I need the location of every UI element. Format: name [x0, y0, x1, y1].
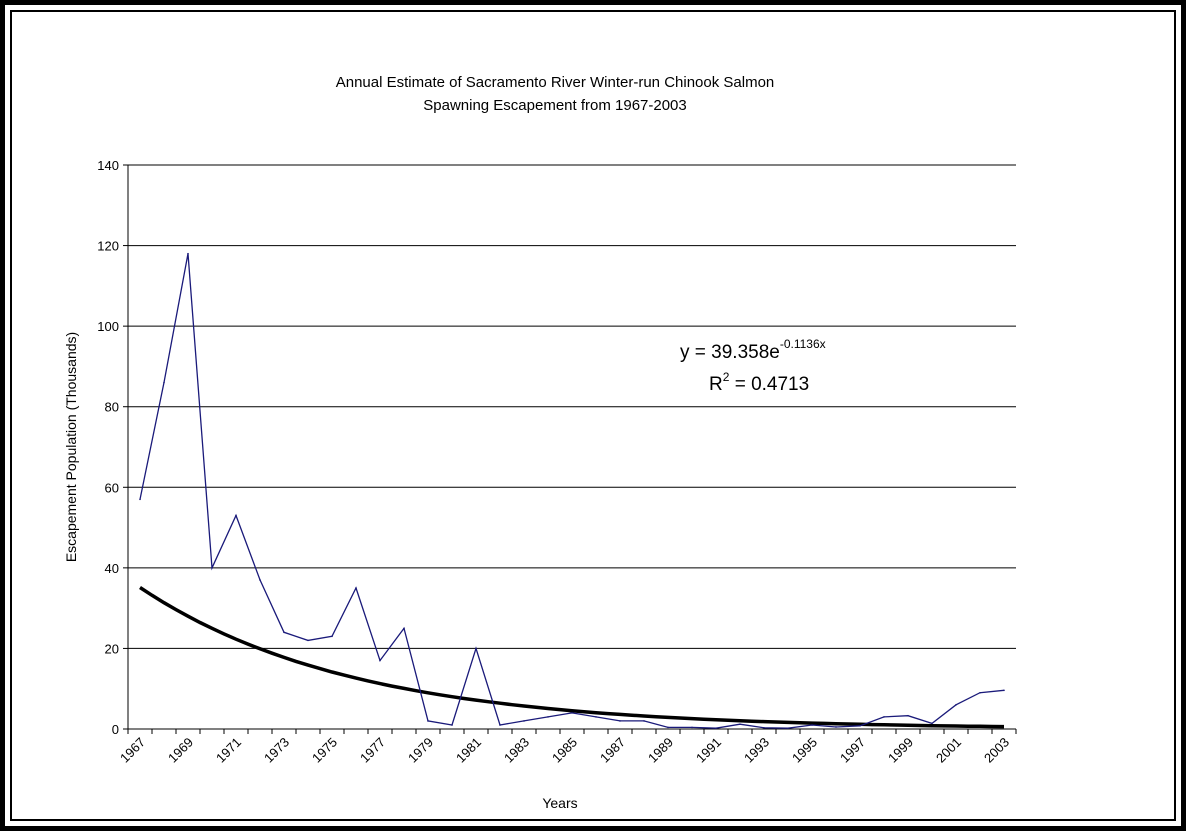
y-tick-label: 80 — [105, 400, 119, 415]
data-point — [163, 381, 165, 384]
y-tick-label: 60 — [105, 480, 119, 495]
data-point — [571, 712, 573, 714]
x-tick-label: 1997 — [837, 735, 868, 766]
data-point — [523, 720, 525, 722]
data-point — [475, 647, 477, 650]
data-point — [499, 724, 501, 726]
x-tick-label: 2003 — [981, 735, 1012, 766]
x-tick-label: 1971 — [213, 735, 244, 766]
data-point — [715, 727, 717, 729]
trendline-equation: y = 39.358e-0.1136x — [680, 337, 826, 363]
data-point — [931, 722, 933, 725]
x-tick-label: 1969 — [165, 735, 196, 766]
data-point — [907, 714, 909, 717]
x-tick-label: 1993 — [741, 735, 772, 766]
y-tick-label: 100 — [97, 319, 119, 334]
data-point — [403, 627, 405, 630]
x-tick-label: 1967 — [117, 735, 148, 766]
data-point — [979, 691, 981, 694]
data-point — [1003, 689, 1005, 692]
data-point — [811, 724, 813, 726]
x-tick-label: 1973 — [261, 735, 292, 766]
data-points — [139, 252, 1005, 729]
x-tick-label: 1977 — [357, 735, 388, 766]
data-point — [859, 724, 861, 727]
data-point — [595, 716, 597, 718]
chart-title-line1: Annual Estimate of Sacramento River Wint… — [336, 74, 775, 91]
x-tick-label: 1999 — [885, 735, 916, 766]
data-point — [955, 704, 957, 706]
data-point — [139, 498, 141, 501]
data-point — [235, 514, 237, 517]
data-point — [187, 252, 189, 255]
data-point — [643, 720, 645, 722]
x-tick-label: 1983 — [501, 735, 532, 766]
inner-frame — [10, 10, 1176, 821]
y-tick-label: 20 — [105, 641, 119, 656]
data-point — [259, 579, 261, 581]
data-point — [307, 639, 309, 642]
x-tick-label: 1989 — [645, 735, 676, 766]
data-point — [331, 635, 333, 638]
x-tick-label: 1985 — [549, 735, 580, 766]
x-axis-title: Years — [542, 795, 577, 811]
y-tick-label: 40 — [105, 561, 119, 576]
data-point — [619, 720, 621, 722]
data-point — [787, 727, 789, 729]
data-point — [547, 716, 549, 718]
data-point — [667, 726, 669, 729]
data-point — [835, 726, 837, 728]
data-point — [427, 720, 429, 722]
y-axis-title: Escapement Population (Thousands) — [63, 332, 79, 562]
data-point — [883, 716, 885, 718]
chart-title-line2: Spawning Escapement from 1967-2003 — [423, 97, 687, 114]
x-tick-label: 1987 — [597, 735, 628, 766]
r-squared: R2 = 0.4713 — [709, 370, 809, 395]
x-tick-label: 1975 — [309, 735, 340, 766]
data-point — [763, 726, 765, 729]
data-point — [451, 724, 453, 726]
data-point — [355, 587, 357, 589]
data-point — [283, 631, 285, 634]
x-tick-label: 1995 — [789, 735, 820, 766]
x-tick-label: 1981 — [453, 735, 484, 766]
y-tick-label: 140 — [97, 158, 119, 173]
x-tick-label: 1979 — [405, 735, 436, 766]
series-line — [139, 253, 1005, 729]
data-point — [691, 726, 693, 729]
y-tick-labels: 0 20 40 60 80 100 120 140 — [97, 158, 128, 737]
y-tick-label: 120 — [97, 239, 119, 254]
x-tick-labels: 1967 1969 1971 1973 1975 1977 1979 1981 1983 1985… — [117, 729, 1017, 766]
data-point — [739, 723, 741, 725]
x-tick-label: 2001 — [933, 735, 964, 766]
data-point — [211, 567, 213, 569]
y-tick-label: 0 — [112, 722, 119, 737]
gridlines — [128, 164, 1016, 649]
trendline — [139, 586, 1005, 729]
data-point — [379, 659, 381, 662]
x-tick-label: 1991 — [693, 735, 724, 766]
